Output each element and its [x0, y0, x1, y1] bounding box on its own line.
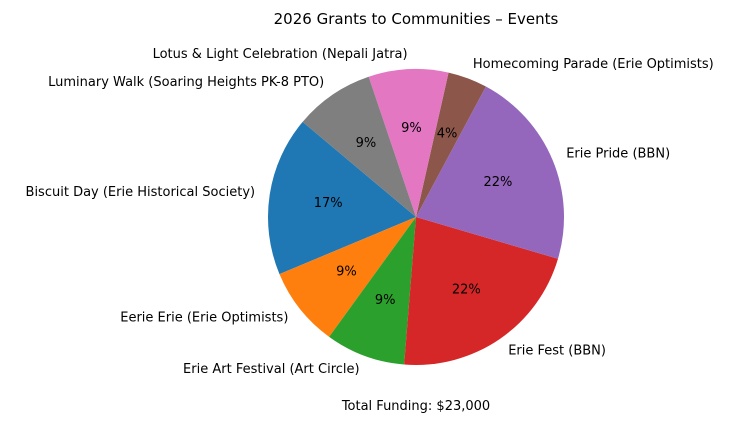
- slice-percent-lotus-light-celebration-nepali-jatra: 9%: [401, 121, 422, 136]
- slice-percent-eerie-erie-erie-optimists: 9%: [336, 265, 357, 280]
- slice-label-luminary-walk-soaring-heights-pk-8-pto: Luminary Walk (Soaring Heights PK-8 PTO): [48, 75, 324, 90]
- slice-label-eerie-erie-erie-optimists: Eerie Erie (Erie Optimists): [120, 311, 288, 326]
- pie-slices: [268, 68, 565, 365]
- slice-percent-homecoming-parade-erie-optimists: 4%: [437, 126, 458, 141]
- pie-percent-labels: 17% 9% 9% 22% 22% 4% 9% 9%: [314, 121, 513, 308]
- total-funding-label: Total Funding: $23,000: [341, 399, 490, 414]
- pie-slice-biscuit-day-erie-historical-society: [268, 121, 416, 275]
- chart-title: 2026 Grants to Communities – Events: [274, 10, 559, 28]
- slice-label-lotus-light-celebration-nepali-jatra: Lotus & Light Celebration (Nepali Jatra): [153, 47, 408, 62]
- slice-percent-luminary-walk-soaring-heights-pk-8-pto: 9%: [356, 136, 377, 151]
- slice-label-biscuit-day-erie-historical-society: Biscuit Day (Erie Historical Society): [26, 185, 256, 200]
- slice-label-erie-fest-bbn: Erie Fest (BBN): [508, 344, 606, 359]
- pie-slice-erie-art-festival-art-circle: [329, 217, 416, 365]
- slice-percent-biscuit-day-erie-historical-society: 17%: [314, 196, 343, 211]
- pie-slice-erie-pride-bbn: [416, 86, 565, 259]
- slice-label-erie-pride-bbn: Erie Pride (BBN): [566, 147, 670, 162]
- pie-slice-lotus-light-celebration-nepali-jatra: [368, 68, 449, 218]
- pie-slice-luminary-walk-soaring-heights-pk-8-pto: [302, 76, 416, 218]
- slice-label-homecoming-parade-erie-optimists: Homecoming Parade (Erie Optimists): [473, 57, 714, 72]
- pie-slice-homecoming-parade-erie-optimists: [416, 72, 486, 218]
- pie-slice-erie-fest-bbn: [404, 217, 558, 365]
- slice-percent-erie-fest-bbn: 22%: [452, 283, 481, 298]
- slice-label-erie-art-festival-art-circle: Erie Art Festival (Art Circle): [183, 362, 360, 377]
- slice-percent-erie-pride-bbn: 22%: [483, 175, 512, 190]
- pie-labels: Biscuit Day (Erie Historical Society) Eer…: [26, 47, 714, 377]
- pie-slice-eerie-erie-erie-optimists: [279, 217, 416, 337]
- slice-percent-erie-art-festival-art-circle: 9%: [375, 293, 396, 308]
